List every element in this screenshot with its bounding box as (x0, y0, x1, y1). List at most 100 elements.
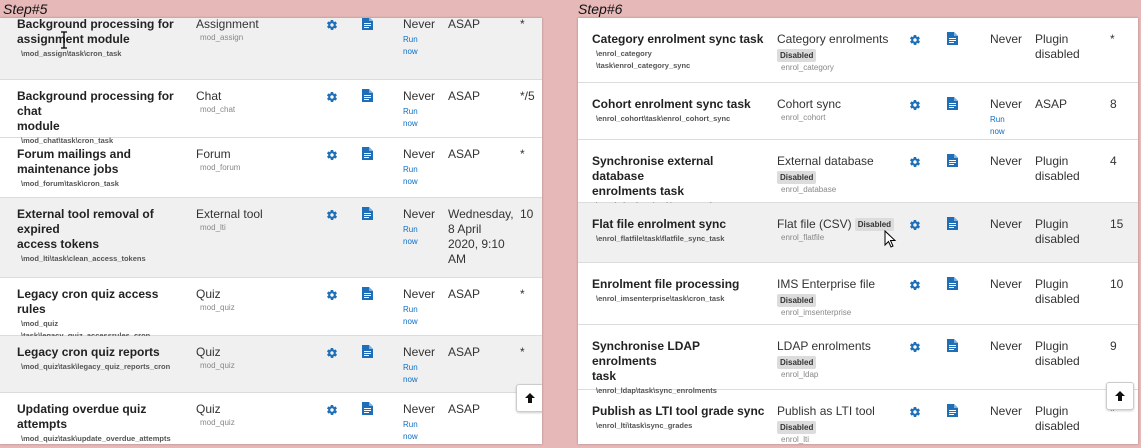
task-class-name: \enrol_flatfile\task\flatfile_sync_task (596, 234, 725, 243)
component-name: Flat file (CSV) Disabled (777, 217, 897, 232)
run-now-link[interactable]: Run now (403, 225, 418, 246)
disabled-badge: Disabled (854, 218, 895, 231)
last-run-cell: Never Run now (403, 402, 435, 443)
task-class-name: \mod_quiz\task\legacy_quiz_reports_cron (21, 362, 171, 371)
table-row: Synchronise LDAP enrolments task \enrol_ld… (578, 325, 1138, 395)
gear-icon[interactable] (326, 208, 340, 222)
component-label: External tool (196, 207, 263, 221)
task-name-cell: Updating overdue quiz attempts \mod_quiz\… (17, 402, 189, 444)
document-icon[interactable] (362, 207, 376, 221)
schedule-minute: 15 (1110, 217, 1124, 231)
last-run: Never (990, 339, 1023, 353)
next-run: disabled (1035, 292, 1080, 306)
document-icon[interactable] (947, 277, 961, 291)
document-icon[interactable] (947, 154, 961, 168)
back-to-top-button[interactable] (516, 384, 542, 412)
gear-icon[interactable] (909, 405, 923, 419)
document-icon[interactable] (947, 404, 961, 418)
gear-icon[interactable] (909, 98, 923, 112)
badge-wrap: Disabled (777, 169, 897, 184)
last-run-cell: Never Run now (403, 207, 435, 248)
next-run-cell: ASAP (448, 147, 480, 162)
next-run-cell: Plugin disabled (1035, 339, 1080, 369)
task-name: Forum mailings and (17, 147, 132, 161)
run-now-link[interactable]: Run now (403, 420, 418, 441)
last-run-cell: Never (990, 32, 1022, 47)
component-label: Publish as LTI tool (777, 404, 875, 418)
task-name: Publish as LTI tool grade sync (592, 404, 765, 418)
gear-icon[interactable] (326, 90, 340, 104)
component-subname: enrol_imsenterprise (781, 308, 852, 317)
last-run-cell: Never Run now (403, 18, 435, 58)
table-row: Updating overdue quiz attempts \mod_quiz\… (0, 393, 542, 444)
document-icon[interactable] (947, 339, 961, 353)
task-name-cell: Legacy cron quiz reports \mod_quiz\task\l… (17, 345, 189, 372)
component-cell: Category enrolments Disabled enrol_categor… (777, 32, 897, 73)
gear-icon[interactable] (326, 346, 340, 360)
document-icon[interactable] (362, 89, 376, 103)
document-icon[interactable] (947, 217, 961, 231)
next-run: Plugin (1035, 339, 1069, 353)
table-row: Cohort enrolment sync task \enrol_cohort\… (578, 83, 1138, 140)
disabled-badge: Disabled (777, 421, 817, 434)
run-now-link[interactable]: Run now (403, 35, 418, 56)
next-run-cell: Plugin disabled (1035, 404, 1080, 434)
task-name: Flat file enrolment sync (592, 217, 727, 231)
document-icon[interactable] (362, 18, 376, 31)
component-cell: Publish as LTI tool Disabled enrol_lti (777, 404, 897, 444)
last-run-cell: Never Run now (990, 97, 1022, 138)
gear-icon[interactable] (909, 33, 923, 47)
document-icon[interactable] (362, 147, 376, 161)
gear-icon[interactable] (909, 218, 923, 232)
run-now-link[interactable]: Run now (403, 107, 418, 128)
task-class-name: \mod_quiz\task\update_overdue_attempts (21, 434, 171, 443)
component-subname: mod_chat (200, 105, 236, 114)
component-subname: enrol_cohort (781, 113, 826, 122)
run-now-link[interactable]: Run now (403, 305, 418, 326)
task-class: \mod_lti\task\clean_access_tokens (21, 254, 189, 264)
document-icon[interactable] (947, 32, 961, 46)
component-name: Forum (196, 147, 306, 162)
back-to-top-button[interactable] (1106, 382, 1134, 410)
gear-icon[interactable] (326, 18, 340, 32)
task-name: Background processing for chat (17, 89, 174, 118)
gear-icon[interactable] (909, 278, 923, 292)
gear-icon[interactable] (326, 288, 340, 302)
next-run: ASAP (448, 89, 481, 103)
next-run: disabled (1035, 419, 1080, 433)
gear-icon[interactable] (909, 340, 923, 354)
document-icon[interactable] (362, 287, 376, 301)
schedule-minute: * (520, 287, 525, 301)
next-run-cell: ASAP (448, 18, 480, 32)
task-class-name: \enrol_lti\task\sync_grades (596, 421, 693, 430)
task-name: Synchronise LDAP enrolments (592, 339, 700, 368)
table-row: Legacy cron quiz access rules \mod_quiz \t… (0, 278, 542, 340)
document-icon[interactable] (947, 97, 961, 111)
last-run-cell: Never Run now (403, 287, 435, 328)
task-class: \enrol_cohort\task\enrol_cohort_sync (596, 114, 767, 124)
schedule-minute: * (520, 18, 525, 31)
component-name: External database (777, 154, 897, 169)
scheduled-tasks-table-left: Background processing for assignment modu… (0, 18, 542, 444)
run-now-link[interactable]: Run now (403, 165, 418, 186)
next-run: AM (448, 252, 466, 266)
gear-icon[interactable] (909, 155, 923, 169)
component-subname: enrol_category (781, 63, 834, 72)
task-name-cell: Synchronise LDAP enrolments task \enrol_ld… (592, 339, 767, 396)
gear-icon[interactable] (326, 148, 340, 162)
task-name-cell: Cohort enrolment sync task \enrol_cohort\… (592, 97, 767, 124)
document-icon[interactable] (362, 402, 376, 416)
component-label: Category enrolments (777, 32, 889, 46)
document-icon[interactable] (362, 345, 376, 359)
component-cell: Quiz mod_quiz (196, 402, 306, 428)
task-class-name: \enrol_imsenterprise\task\cron_task (596, 294, 725, 303)
run-now-link[interactable]: Run now (403, 363, 418, 384)
run-now-link[interactable]: Run now (990, 115, 1005, 136)
table-row: Enrolment file processing \enrol_imsenter… (578, 263, 1138, 325)
next-run-cell: Plugin disabled (1035, 217, 1080, 247)
gear-icon[interactable] (326, 403, 340, 417)
component-label: Flat file (CSV) (777, 217, 852, 231)
next-run-cell: Plugin disabled (1035, 154, 1080, 184)
task-class: \enrol_category \task\enrol_category_sync (596, 49, 767, 71)
